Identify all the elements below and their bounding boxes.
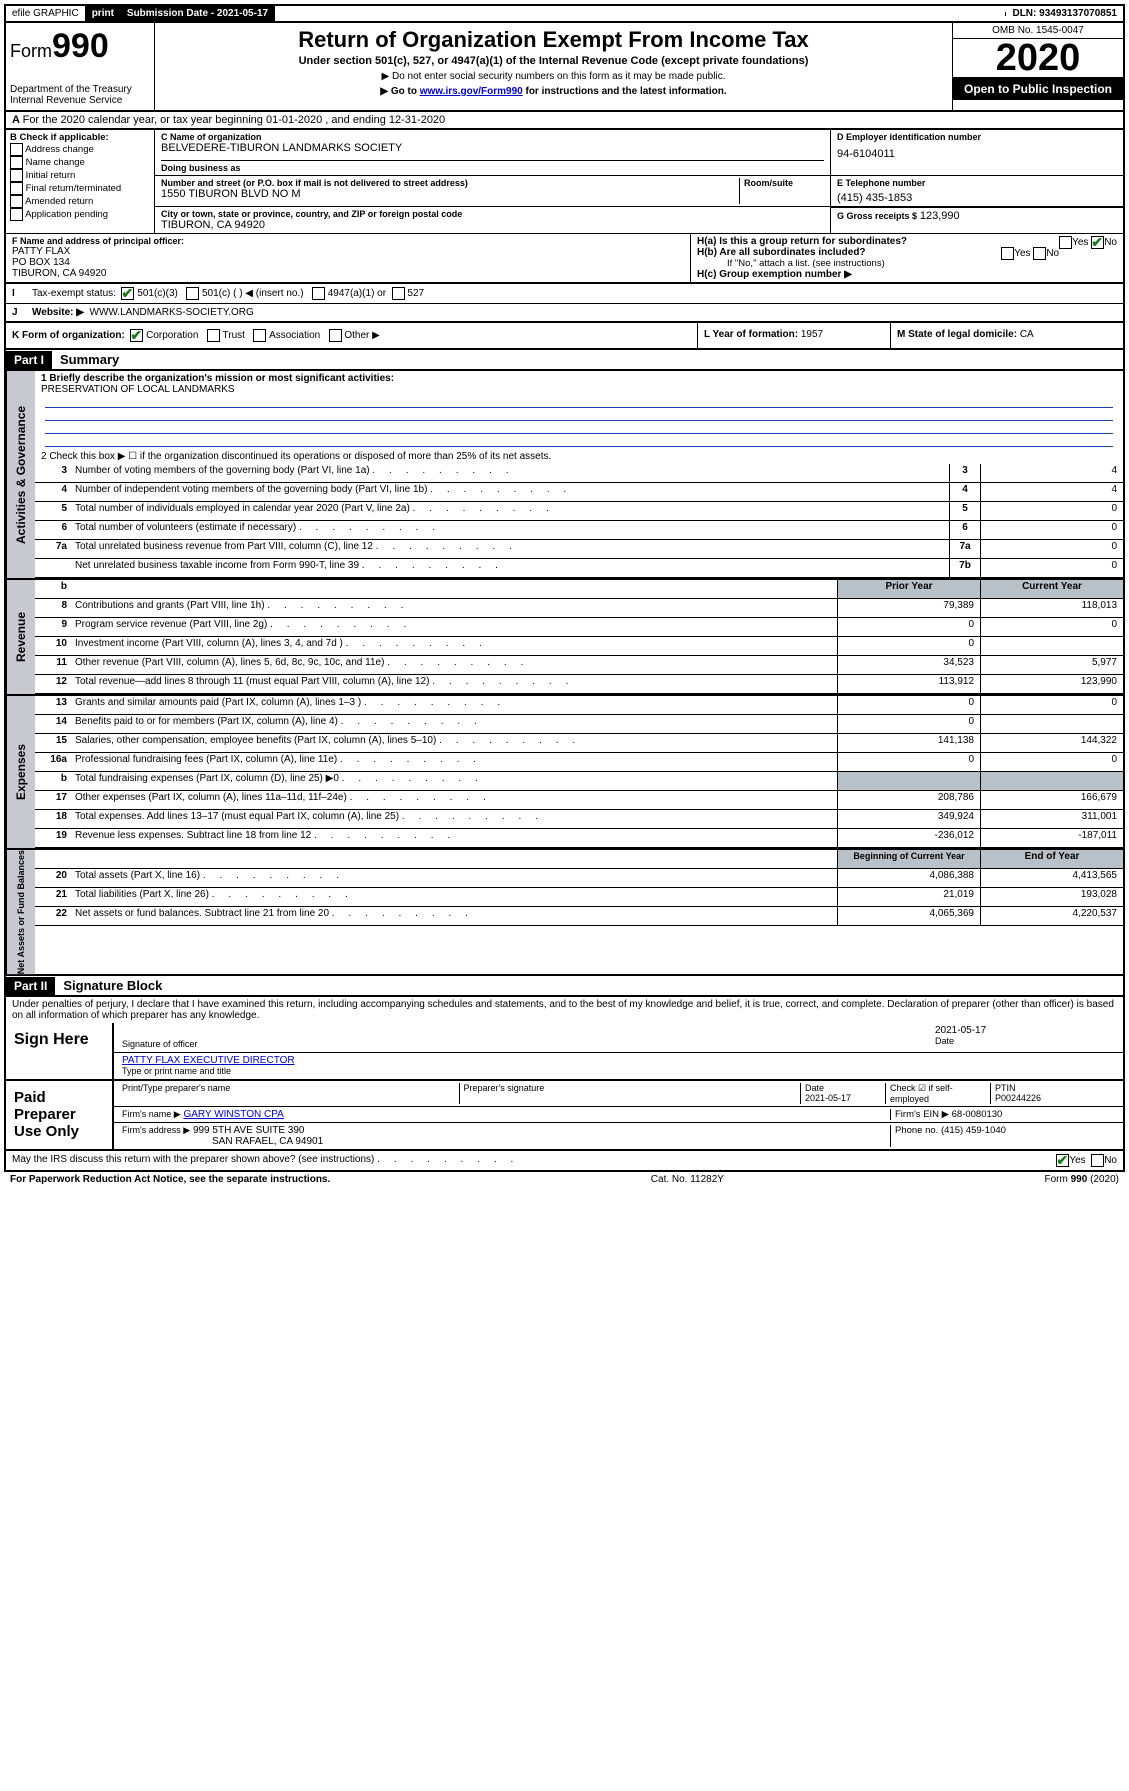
h-a: H(a) Is this a group return for subordin… (697, 236, 1117, 247)
officer-signature-name[interactable]: PATTY FLAX EXECUTIVE DIRECTOR (122, 1055, 295, 1066)
paid-preparer-section: Paid Preparer Use Only Print/Type prepar… (4, 1081, 1125, 1151)
col-end-year: End of Year (980, 850, 1123, 868)
mission-text: PRESERVATION OF LOCAL LANDMARKS (41, 384, 235, 395)
addr-label: Number and street (or P.O. box if mail i… (161, 178, 739, 188)
ein-value: 94-6104011 (837, 148, 1117, 160)
officer-name: PATTY FLAX (12, 246, 684, 257)
col-prior-year: Prior Year (837, 580, 980, 598)
box-b: B Check if applicable: Address change Na… (6, 130, 155, 233)
footer: For Paperwork Reduction Act Notice, see … (4, 1172, 1125, 1187)
tab-activities-governance: Activities & Governance (6, 371, 35, 578)
form-subtitle: Under section 501(c), 527, or 4947(a)(1)… (159, 55, 948, 67)
e-phone-label: E Telephone number (837, 178, 1117, 188)
line-k-l-m: K Form of organization: Corporation Trus… (4, 323, 1125, 350)
spacer (275, 12, 1006, 16)
officer-addr2: TIBURON, CA 94920 (12, 268, 684, 279)
irs-label: Internal Revenue Service (10, 95, 150, 106)
h-c: H(c) Group exemption number ▶ (697, 269, 1117, 280)
irs-form990-link[interactable]: www.irs.gov/Form990 (420, 86, 523, 97)
col-begin-year: Beginning of Current Year (837, 850, 980, 868)
section-f-h: F Name and address of principal officer:… (4, 233, 1125, 284)
print-button[interactable]: print (86, 6, 121, 21)
revenue-section: Revenue b Prior Year Current Year 8Contr… (4, 580, 1125, 696)
org-name: BELVEDERE-TIBURON LANDMARKS SOCIETY (161, 142, 824, 154)
sign-here-label: Sign Here (6, 1023, 112, 1079)
dept-treasury: Department of the Treasury (10, 84, 150, 95)
top-bar: efile GRAPHIC print Submission Date - 20… (4, 4, 1125, 23)
line-a-tax-year: A For the 2020 calendar year, or tax yea… (4, 112, 1125, 130)
gross-receipts: 123,990 (920, 210, 960, 222)
dln: DLN: 93493137070851 (1006, 6, 1123, 21)
h-b: H(b) Are all subordinates included? Yes … (697, 247, 1117, 258)
tab-revenue: Revenue (6, 580, 35, 694)
line1-label: 1 Briefly describe the organization's mi… (41, 373, 394, 384)
perjury-statement: Under penalties of perjury, I declare th… (4, 997, 1125, 1023)
officer-addr1: PO BOX 134 (12, 257, 684, 268)
room-label: Room/suite (744, 178, 824, 188)
firm-name-link[interactable]: GARY WINSTON CPA (183, 1109, 283, 1120)
section-b-through-g: B Check if applicable: Address change Na… (4, 130, 1125, 233)
col-current-year: Current Year (980, 580, 1123, 598)
paid-preparer-label: Paid Preparer Use Only (6, 1081, 112, 1149)
form-number: Form990 (10, 27, 150, 66)
dba-label: Doing business as (161, 160, 824, 173)
activities-governance-section: Activities & Governance 1 Briefly descri… (4, 371, 1125, 580)
ssn-note: ▶ Do not enter social security numbers o… (159, 71, 948, 82)
sign-here-section: Sign Here Signature of officer 2021-05-1… (4, 1023, 1125, 1081)
line-j-website: J Website: ▶ WWW.LANDMARKS-SOCIETY.ORG (4, 304, 1125, 323)
phone-value: (415) 435-1853 (837, 192, 1117, 204)
expenses-section: Expenses 13Grants and similar amounts pa… (4, 696, 1125, 850)
net-assets-section: Net Assets or Fund Balances Beginning of… (4, 850, 1125, 976)
form-header: Form990 Department of the Treasury Inter… (4, 23, 1125, 112)
line-i-tax-status: I Tax-exempt status: 501(c)(3) 501(c) ( … (4, 284, 1125, 304)
tax-year: 2020 (953, 39, 1123, 78)
website-value: WWW.LANDMARKS-SOCIETY.ORG (90, 307, 254, 318)
city-label: City or town, state or province, country… (161, 209, 824, 219)
tab-net-assets: Net Assets or Fund Balances (6, 850, 35, 974)
part-ii-header: Part II Signature Block (4, 976, 1125, 997)
street-address: 1550 TIBURON BLVD NO M (161, 188, 739, 200)
f-officer-label: F Name and address of principal officer: (12, 236, 684, 246)
d-ein-label: D Employer identification number (837, 132, 1117, 142)
tab-expenses: Expenses (6, 696, 35, 848)
city-value: TIBURON, CA 94920 (161, 219, 824, 231)
g-gross-label: G Gross receipts $ (837, 211, 917, 221)
submission-date: Submission Date - 2021-05-17 (121, 6, 275, 21)
line2: 2 Check this box ▶ ☐ if the organization… (35, 449, 1123, 464)
efile-label: efile GRAPHIC (6, 6, 86, 21)
goto-note: ▶ Go to www.irs.gov/Form990 for instruct… (159, 86, 948, 97)
discuss-row: May the IRS discuss this return with the… (4, 1151, 1125, 1172)
open-to-public: Open to Public Inspection (953, 78, 1123, 100)
c-name-label: C Name of organization (161, 132, 824, 142)
form-title: Return of Organization Exempt From Incom… (159, 27, 948, 53)
part-i-header: Part I Summary (4, 350, 1125, 371)
